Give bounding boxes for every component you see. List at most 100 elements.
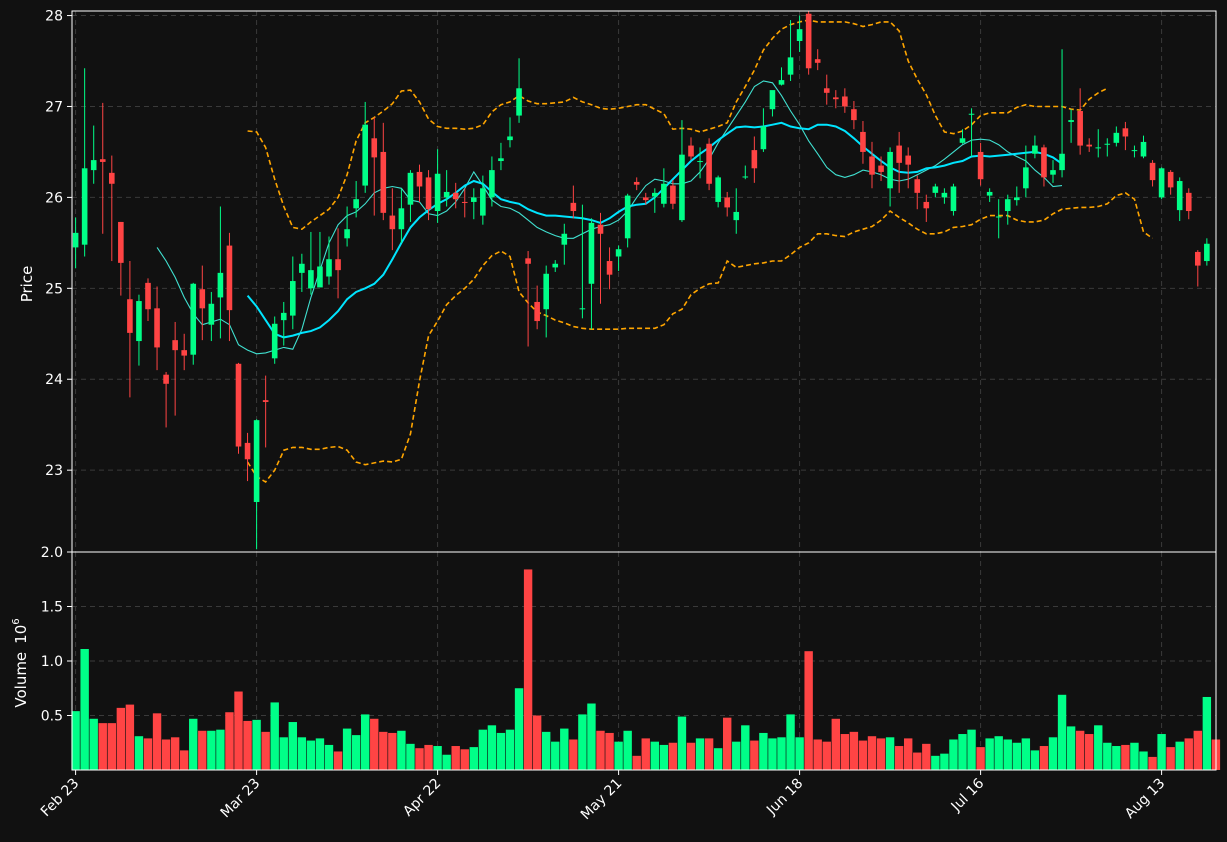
candle-body <box>814 59 821 63</box>
candle-body <box>208 303 215 325</box>
volume-bar <box>641 738 650 770</box>
candle-body <box>516 88 522 116</box>
candle-body <box>706 143 712 184</box>
volume-bar <box>152 713 162 770</box>
volume-bar <box>922 743 931 770</box>
candle-body <box>724 197 730 208</box>
price-tick-label: 26 <box>45 190 63 206</box>
candle-body <box>1122 128 1129 137</box>
candle-body <box>1195 251 1201 266</box>
candle-body <box>751 150 758 169</box>
volume-bar <box>487 725 497 770</box>
candle-body <box>715 177 721 202</box>
candle-body <box>642 197 649 201</box>
volume-bar <box>71 711 80 770</box>
candle-body <box>425 177 432 210</box>
candle-body <box>1095 147 1102 149</box>
volume-bar <box>614 741 623 770</box>
price-tick-label: 23 <box>45 463 63 479</box>
price-y-ticks: 23 24 25 26 27 28 <box>45 9 72 479</box>
candle-body <box>914 179 921 193</box>
candle-body <box>181 350 187 356</box>
candle-body <box>941 192 948 198</box>
volume-bar <box>324 744 334 770</box>
volume-bar <box>949 739 958 770</box>
candle-body <box>615 249 622 257</box>
volume-bar <box>1112 746 1121 770</box>
candle-body <box>869 156 875 175</box>
price-tick-label: 27 <box>45 99 63 115</box>
candle-body <box>670 185 676 204</box>
candle-body <box>1086 144 1092 147</box>
volume-bar <box>351 735 361 770</box>
candle-body <box>733 211 740 221</box>
candle-body <box>371 138 378 158</box>
candle-body <box>199 289 206 309</box>
volume-bar <box>397 730 406 770</box>
volume-tick-label: 2.0 <box>41 545 63 561</box>
volume-bar <box>496 732 506 770</box>
candle-body <box>1204 243 1210 262</box>
candle-body <box>81 168 88 245</box>
volume-bar <box>732 741 741 770</box>
candle-body <box>317 266 323 288</box>
volume-bar <box>216 729 225 770</box>
volume-bar <box>189 718 198 770</box>
candle-body <box>489 170 495 198</box>
candle-body <box>1041 147 1047 178</box>
candle-body <box>968 113 975 115</box>
volume-bar <box>578 714 587 770</box>
volume-axis-label-text: Volume <box>12 652 30 708</box>
candle-body <box>136 301 142 342</box>
volume-bar <box>804 651 813 770</box>
candle-body <box>805 13 812 69</box>
volume-bar <box>532 715 542 770</box>
volume-bar <box>876 738 886 770</box>
volume-bar <box>1075 730 1085 770</box>
bollinger-lower-line <box>246 191 1153 484</box>
candle-body <box>271 323 278 359</box>
candle-body <box>290 281 296 316</box>
candle-body <box>452 192 459 200</box>
candle-body <box>796 29 803 42</box>
candle-body <box>833 97 839 100</box>
volume-bar <box>967 729 976 770</box>
ma-fast-line <box>156 80 1063 355</box>
volume-bar <box>1057 694 1067 770</box>
volume-bar <box>551 741 560 770</box>
volume-bar <box>161 739 171 770</box>
candle-body <box>950 186 957 212</box>
candle-body <box>1131 150 1138 152</box>
volume-axis-label: Volume 106 <box>11 618 30 707</box>
volume-bar <box>198 730 207 770</box>
candle-body <box>253 420 260 502</box>
candle-body <box>1158 168 1165 198</box>
candle-body <box>1149 162 1156 181</box>
candle-body <box>118 221 124 263</box>
volume-tick-label: 1.0 <box>41 654 63 670</box>
candle-body <box>109 172 115 184</box>
volume-bar <box>225 712 234 770</box>
candle-body <box>154 308 160 348</box>
volume-bar <box>831 718 840 770</box>
candle-body <box>1176 181 1183 211</box>
candle-body <box>570 202 577 212</box>
candle-body <box>353 199 359 209</box>
candle-body <box>217 272 224 298</box>
candle-body <box>471 197 477 202</box>
volume-bar <box>116 707 126 770</box>
volume-bar <box>1048 737 1058 770</box>
volume-bars <box>71 569 1221 770</box>
candle-body <box>1050 170 1056 175</box>
volume-bar <box>1157 734 1166 770</box>
candle-body <box>588 222 595 284</box>
volume-bar <box>560 728 569 770</box>
volume-bar <box>469 747 478 770</box>
candle-body <box>1014 197 1020 201</box>
candle-body <box>534 301 540 322</box>
volume-bar <box>523 569 533 770</box>
volume-y-ticks: 0.5 1.0 1.5 2.0 <box>41 545 72 725</box>
volume-bar <box>686 742 696 770</box>
volume-bar <box>125 704 135 770</box>
